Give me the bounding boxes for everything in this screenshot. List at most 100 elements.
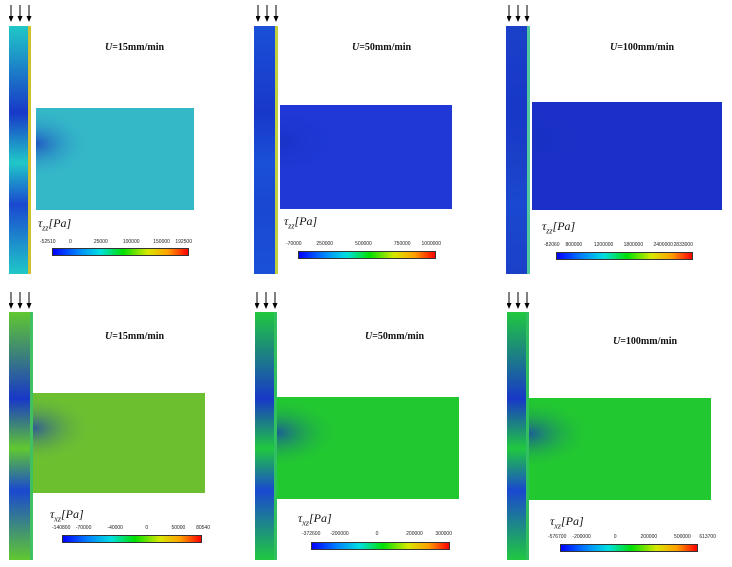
tau-subscript: xz [302,518,309,528]
colorbar-tick-label: 2833000 [673,242,693,248]
speed-label: U=15mm/min [105,331,164,342]
panel-tau-xz-50: U=50mm/min τxz[Pa] -372600 -200000 0 200000 30… [244,284,488,567]
speed-label: U=50mm/min [352,42,411,53]
contour-plot [9,312,205,560]
colorbar-tick-label: -70000 [75,525,92,531]
contour-plot [507,312,711,560]
colorbar-tick-label: -82060 [544,242,560,248]
speed-symbol: U [610,42,618,53]
colorbar-tick-label: 100000 [122,239,140,245]
colorbar-tick-label: 750000 [393,241,411,247]
contour-plot [255,312,459,560]
colorbar-tick-label: 613700 [699,534,716,540]
colorbar-tick-label: -372600 [302,531,321,537]
colorbar-tick-label: -140800 [52,525,71,531]
colorbar-tick-label: 0 [69,239,72,245]
quantity-label: τxz[Pa] [50,507,84,523]
speed-symbol: U [105,42,113,53]
tau-subscript: xz [554,521,561,531]
colorbar-tick-label: 500000 [674,534,691,540]
tau-unit: [Pa] [48,216,72,230]
colorbar-tick-label: 1000000 [421,241,441,247]
quantity-label: τzz[Pa] [38,216,71,232]
panel-tau-zz-100: U=100mm/min τzz[Pa] -82060 800000 1200000 180… [488,0,732,283]
tau-unit: [Pa] [560,514,584,528]
tau-symbol: τ [542,219,547,233]
colorbar-tick-label: 1800000 [623,242,644,248]
colorbar [62,535,202,543]
tau-symbol: τ [38,216,43,230]
quantity-label: τzz[Pa] [284,214,317,230]
speed-value: =15mm/min [112,331,165,342]
duct-shading [280,105,452,209]
tau-unit: [Pa] [60,507,84,521]
inlet-channel [255,312,277,560]
contour-plot [9,26,194,274]
colorbar-tick-label: 250000 [316,241,334,247]
colorbar-tick-label: -70000 [286,241,302,247]
tau-unit: [Pa] [294,214,318,228]
speed-label: U=100mm/min [610,42,674,53]
channel-wall [526,312,529,560]
speed-value: =100mm/min [617,42,675,53]
panel-tau-xz-15: U=15mm/min τxz[Pa] -140800 -70000 -40000 0 500… [0,284,244,567]
colorbar-tick-label: 300000 [435,531,452,537]
colorbar-tick-label: 150000 [153,239,170,245]
panel-tau-zz-15: U=15mm/min τzz[Pa] -52510 0 25000 100000 15000… [0,0,244,283]
colorbar-tick-label: 25000 [93,239,108,245]
colorbar-tick-label: -576700 [548,534,567,540]
colorbar [556,252,693,260]
channel-wall [30,312,33,560]
speed-symbol: U [352,42,360,53]
tau-subscript: zz [288,221,295,231]
quantity-label: τxz[Pa] [298,511,332,527]
contour-plot [254,26,452,274]
tau-symbol: τ [298,511,303,525]
panel-tau-zz-50: U=50mm/min τzz[Pa] -70000 250000 500000 75000… [244,0,488,283]
colorbar-tick-label: 80540 [196,525,210,531]
speed-symbol: U [365,331,373,342]
channel-wall [527,26,530,274]
tau-unit: [Pa] [552,219,576,233]
speed-value: =50mm/min [359,42,412,53]
colorbar-tick-label: 1200000 [593,242,614,248]
tau-symbol: τ [284,214,289,228]
duct-shading [33,393,205,493]
colorbar-tick-label: 50000 [171,525,186,531]
inlet-channel [254,26,278,274]
duct-shading [277,397,459,499]
channel-wall [275,26,278,274]
duct-shading [529,398,711,500]
colorbar [52,248,189,256]
tau-unit: [Pa] [308,511,332,525]
speed-value: =50mm/min [372,331,425,342]
colorbar-tick-label: 200000 [640,534,658,540]
colorbar-tick-label: 500000 [355,241,372,247]
speed-value: =15mm/min [112,42,165,53]
duct-shading [532,102,722,210]
panel-tau-xz-100: U=100mm/min τxz[Pa] -576700 -200000 0 200000 5… [488,284,732,567]
colorbar [298,251,436,259]
speed-value: =100mm/min [620,336,678,347]
colorbar [560,544,698,552]
tau-symbol: τ [550,514,555,528]
inlet-channel [9,26,31,274]
contour-plot [506,26,722,274]
colorbar-tick-label: 0 [375,531,379,537]
colorbar-tick-label: 0 [613,534,617,540]
colorbar-tick-label: 2400000 [653,242,673,248]
colorbar-tick-label: -200000 [330,531,349,537]
speed-label: U=50mm/min [365,331,424,342]
colorbar-tick-label: 192500 [175,239,192,245]
colorbar-tick-label: 200000 [406,531,423,537]
inlet-channel [9,312,33,560]
speed-label: U=100mm/min [613,336,677,347]
speed-symbol: U [105,331,113,342]
tau-symbol: τ [50,507,55,521]
colorbar-tick-label: -40000 [107,525,123,531]
colorbar-tick-label: -52510 [40,239,56,245]
tau-subscript: zz [42,223,49,233]
speed-symbol: U [613,336,621,347]
tau-subscript: zz [546,226,553,236]
duct-shading [36,108,194,210]
